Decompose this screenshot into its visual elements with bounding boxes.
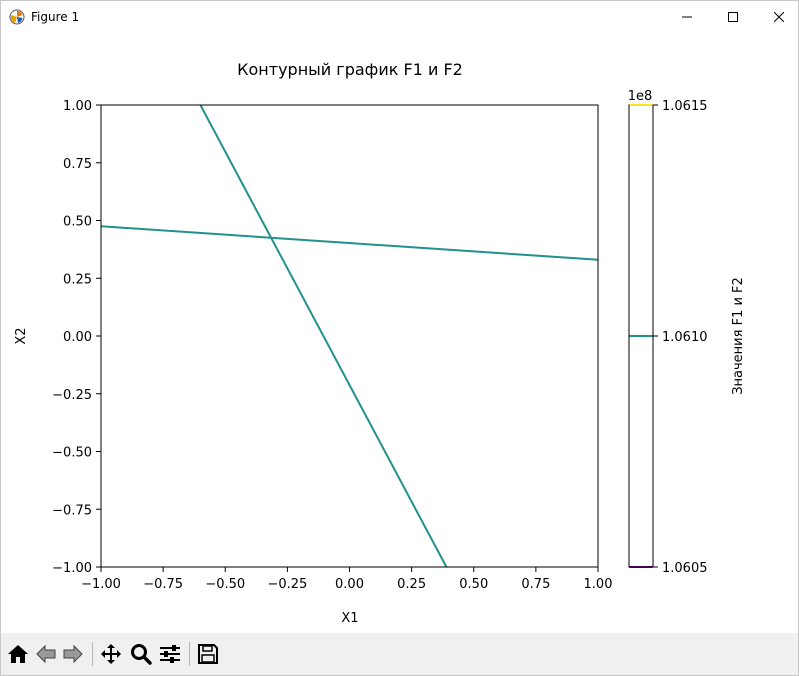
navigation-toolbar — [1, 633, 798, 675]
maximize-button[interactable] — [710, 1, 756, 33]
toolbar-separator — [189, 642, 190, 666]
home-icon — [8, 645, 28, 663]
x-tick-label: 0.25 — [397, 577, 426, 592]
zoom-icon — [131, 644, 152, 665]
y-tick-label: −0.75 — [52, 503, 92, 518]
y-tick-label: 1.00 — [63, 99, 92, 114]
forward-button[interactable] — [60, 641, 86, 667]
x-tick-label: −0.75 — [143, 577, 183, 592]
back-arrow-icon — [36, 644, 56, 664]
save-icon — [198, 644, 218, 664]
x-tick-label: −1.00 — [81, 577, 121, 592]
chart-title: Контурный график F1 и F2 — [237, 60, 463, 79]
x-axis-label: X1 — [341, 611, 358, 626]
y-tick-label: −0.50 — [52, 446, 92, 461]
colorbar-tick-label: 1.0615 — [662, 99, 708, 114]
pan-button[interactable] — [98, 641, 124, 667]
y-tick-label: 0.50 — [63, 215, 92, 230]
y-tick-label: 0.25 — [63, 272, 92, 287]
x-tick-label: 1.00 — [584, 577, 613, 592]
y-tick-label: −1.00 — [52, 561, 92, 576]
x-tick-label: 0.50 — [459, 577, 488, 592]
forward-arrow-icon — [63, 644, 83, 664]
x-tick-label: 0.75 — [521, 577, 550, 592]
save-button[interactable] — [195, 641, 221, 667]
window-title: Figure 1 — [31, 10, 80, 24]
minimize-button[interactable] — [664, 1, 710, 33]
y-tick-label: 0.00 — [63, 330, 92, 345]
matplotlib-icon — [9, 9, 25, 25]
pan-icon — [101, 644, 121, 664]
title-bar[interactable]: Figure 1 — [1, 1, 798, 33]
close-icon — [774, 12, 784, 22]
colorbar-tick-label: 1.0610 — [662, 330, 708, 345]
y-tick-label: 0.75 — [63, 157, 92, 172]
back-button[interactable] — [33, 641, 59, 667]
x-tick-label: −0.50 — [205, 577, 245, 592]
x-tick-label: 0.00 — [335, 577, 364, 592]
colorbar-label: Значения F1 и F2 — [731, 277, 746, 395]
x-tick-label: −0.25 — [267, 577, 307, 592]
configure-subplots-button[interactable] — [157, 641, 183, 667]
close-button[interactable] — [756, 1, 799, 33]
colorbar-tick-label: 1.0605 — [662, 561, 708, 576]
toolbar-separator — [92, 642, 93, 666]
zoom-button[interactable] — [128, 641, 154, 667]
configure-subplots-icon — [160, 645, 180, 663]
plot-frame — [100, 104, 599, 568]
contour-chart: Контурный график F1 и F2 −1.00 −0.75 −0.50… — [14, 60, 746, 626]
y-axis-label: X2 — [14, 327, 29, 344]
colorbar-offset-text: 1e8 — [628, 89, 653, 104]
contour-line — [101, 225, 598, 261]
maximize-icon — [728, 12, 738, 22]
y-tick-label: −0.25 — [52, 388, 92, 403]
figure-canvas[interactable]: Контурный график F1 и F2 −1.00 −0.75 −0.50… — [1, 33, 798, 633]
contour-line — [199, 105, 448, 567]
home-button[interactable] — [5, 641, 31, 667]
minimize-icon — [682, 16, 692, 18]
